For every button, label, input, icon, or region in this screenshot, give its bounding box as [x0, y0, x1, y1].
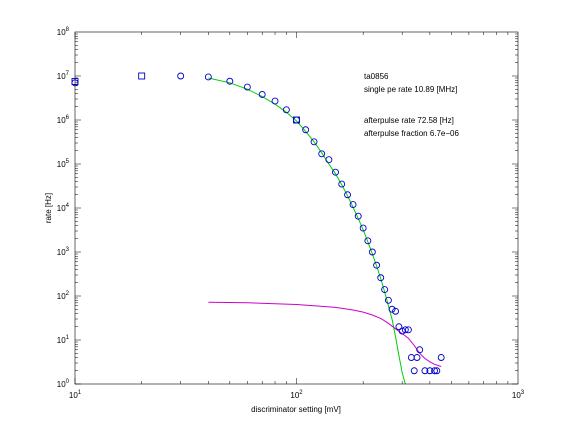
- data-point-circle: [310, 138, 318, 146]
- data-point-circle: [349, 201, 357, 208]
- y-tick-label: 102: [57, 291, 70, 301]
- data-point-circle: [433, 367, 441, 375]
- y-tick-label-exponent: 4: [66, 203, 70, 209]
- data-point-circle: [282, 106, 290, 114]
- data-markers: [71, 72, 445, 375]
- y-tick-label-exponent: 8: [66, 27, 70, 33]
- data-point-circle: [404, 326, 412, 334]
- data-point-circle: [354, 212, 362, 220]
- y-tick-label-base: 10: [57, 72, 66, 81]
- data-point-circle: [384, 296, 392, 304]
- fit-curve-line: [208, 77, 406, 385]
- x-tick-labels: 101 102 103: [69, 390, 525, 400]
- y-tick-label-base: 10: [57, 116, 66, 125]
- x-tick-label: 101: [69, 390, 82, 400]
- data-point-circle: [373, 261, 381, 269]
- y-tick-label-base: 10: [57, 28, 66, 37]
- data-point-square: [138, 72, 146, 80]
- y-tick-label-base: 10: [57, 248, 66, 257]
- y-tick-label: 101: [57, 335, 70, 345]
- data-point-circle: [364, 237, 372, 245]
- data-point-circle: [318, 150, 326, 158]
- y-tick-label-exponent: 7: [66, 71, 70, 77]
- x-tick-label: 102: [290, 390, 303, 400]
- fit-curves: [208, 77, 442, 385]
- y-tick-label-exponent: 0: [66, 379, 70, 385]
- data-point-circle: [426, 367, 434, 375]
- data-point-circle: [325, 156, 333, 164]
- y-tick-label-exponent: 2: [66, 291, 70, 297]
- axis-ticks: [74, 32, 518, 385]
- data-point-circle: [338, 180, 346, 188]
- data-point-circle: [344, 191, 351, 199]
- data-point-circle: [271, 97, 279, 105]
- data-point-circle: [381, 286, 389, 294]
- data-point-circle: [410, 367, 418, 375]
- y-tick-label-exponent: 1: [66, 335, 70, 341]
- data-point-circle: [395, 323, 403, 331]
- y-tick-label-base: 10: [57, 336, 66, 345]
- data-point-circle: [377, 274, 385, 282]
- y-tick-label: 108: [57, 27, 70, 37]
- data-point-circle: [243, 83, 251, 91]
- plot-frame: [74, 31, 519, 385]
- x-tick-label-base: 10: [290, 391, 299, 400]
- data-point-circle: [368, 248, 376, 256]
- y-tick-label-base: 10: [57, 292, 66, 301]
- annotation-single-pe-rate: single pe rate 10.89 [MHz]: [364, 85, 457, 94]
- data-point-circle: [416, 346, 424, 354]
- annotation-afterpulse-fraction: afterpulse fraction 6.7e−06: [364, 129, 460, 138]
- annotation-afterpulse-rate: afterpulse rate 72.58 [Hz]: [364, 116, 454, 125]
- y-tick-label-exponent: 6: [66, 115, 70, 121]
- y-tick-label: 104: [57, 203, 70, 213]
- data-point-circle: [388, 305, 396, 313]
- data-point-circle: [293, 116, 300, 124]
- data-point-circle: [413, 354, 421, 361]
- data-point-circle: [226, 77, 234, 85]
- x-tick-label-exponent: 2: [299, 390, 303, 396]
- data-point-circle: [421, 367, 429, 375]
- y-tick-label: 107: [57, 71, 70, 81]
- data-point-circle: [401, 326, 409, 334]
- data-point-circle: [204, 73, 212, 81]
- y-tick-label-base: 10: [57, 204, 66, 213]
- data-point-circle: [302, 126, 310, 134]
- x-tick-label-exponent: 1: [78, 390, 82, 396]
- annotation-tube-id: ta0856: [364, 72, 389, 81]
- fit-curve-line: [208, 301, 442, 367]
- x-axis-label: discriminator setting [mV]: [251, 405, 341, 414]
- x-tick-label: 103: [512, 390, 525, 400]
- y-tick-label-base: 10: [57, 380, 66, 389]
- y-tick-label: 105: [57, 159, 70, 169]
- x-tick-label-base: 10: [512, 391, 521, 400]
- data-point-circle: [392, 307, 399, 315]
- y-tick-label-exponent: 5: [66, 159, 70, 165]
- y-tick-label: 100: [57, 379, 70, 389]
- y-axis-label: rate [Hz]: [44, 193, 53, 223]
- data-point-circle: [332, 168, 339, 176]
- plot-area: [75, 32, 518, 384]
- data-point-circle: [359, 224, 367, 232]
- x-tick-label-exponent: 3: [521, 390, 525, 396]
- y-tick-label: 106: [57, 115, 70, 125]
- y-tick-label-exponent: 3: [66, 247, 70, 253]
- y-tick-label: 103: [57, 247, 70, 257]
- data-point-circle: [258, 91, 266, 98]
- y-tick-label-base: 10: [57, 160, 66, 169]
- x-tick-label-base: 10: [69, 391, 78, 400]
- data-point-circle: [177, 72, 185, 80]
- data-point-circle: [431, 367, 438, 375]
- data-point-circle: [437, 354, 445, 361]
